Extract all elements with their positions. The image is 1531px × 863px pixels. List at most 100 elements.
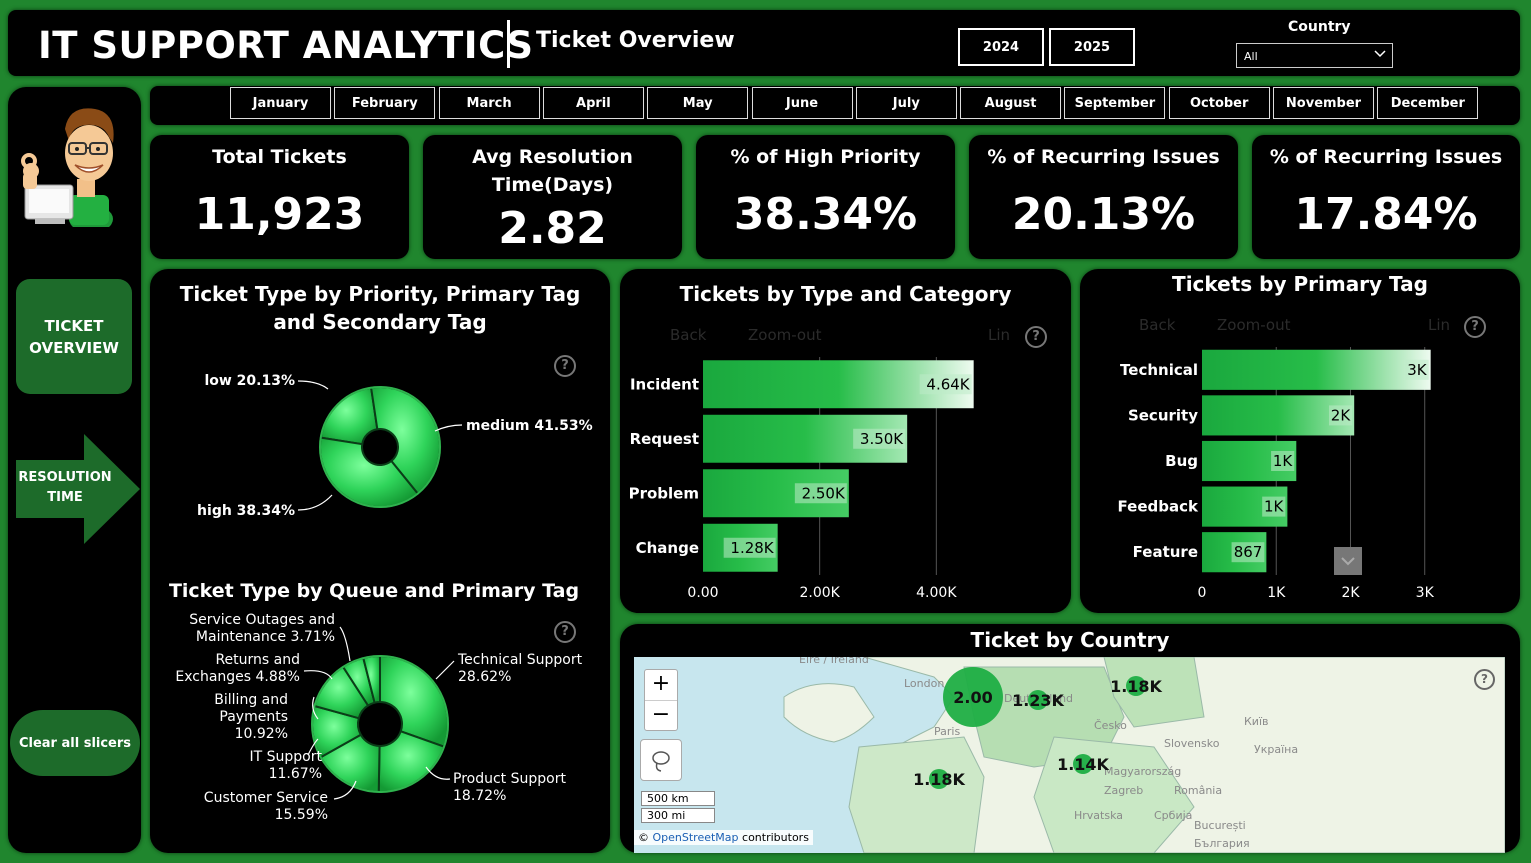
queue-donut-chart[interactable]: Technical Support 28.62% Product Support 18… — [150, 609, 610, 829]
zoom-out-button[interactable]: Zoom-out — [1217, 316, 1291, 334]
place-name: Hrvatska — [1074, 809, 1123, 822]
country-dropdown[interactable]: All — [1236, 43, 1393, 68]
category-label: Problem — [629, 484, 699, 502]
month-button[interactable]: August — [960, 87, 1062, 119]
drill-back-button[interactable]: Back — [1139, 316, 1176, 334]
drill-back-button[interactable]: Back — [670, 326, 707, 344]
lin-scale-button[interactable]: Lin — [988, 326, 1011, 344]
nav-resolution-time-label: RESOLUTION TIME — [18, 470, 112, 505]
openstreetmap-link[interactable]: OpenStreetMap — [652, 831, 739, 844]
clear-all-slicers-button[interactable]: Clear all slicers — [10, 710, 140, 776]
header-bar: IT SUPPORT ANALYTICS Ticket Overview 202… — [8, 10, 1520, 76]
lasso-icon — [652, 751, 670, 772]
kpi-title: % of Recurring Issues — [987, 146, 1220, 168]
kpi-card-total-tickets: Total Tickets 11,923 — [150, 135, 409, 259]
place-name: Paris — [934, 725, 960, 738]
lin-scale-button[interactable]: Lin — [1428, 316, 1451, 334]
place-name: Slovensko — [1164, 737, 1220, 750]
month-button[interactable]: December — [1377, 87, 1479, 119]
category-label: Incident — [630, 375, 699, 393]
month-button[interactable]: September — [1064, 87, 1166, 119]
leader-line — [303, 670, 333, 680]
data-label: 867 — [1234, 543, 1263, 561]
place-name: Éire / Ireland — [799, 657, 869, 666]
month-button[interactable]: March — [438, 87, 540, 119]
data-label: 3.50K — [860, 430, 904, 448]
zoom-out-map-button[interactable]: − — [651, 702, 671, 727]
leader-line — [312, 696, 319, 720]
nav-ticket-overview-button[interactable]: TICKET OVERVIEW — [16, 279, 132, 394]
data-label-bg — [919, 374, 972, 395]
slice-label: low 20.13% — [204, 373, 295, 389]
bubble-label: 1.18K — [913, 770, 965, 789]
zoom-out-button[interactable]: Zoom-out — [748, 326, 822, 344]
kpi-title: Total Tickets — [212, 146, 347, 168]
data-label-bg — [1262, 496, 1286, 517]
map-title: Ticket by Country — [970, 628, 1170, 652]
kpi-value: 17.84% — [1294, 189, 1478, 240]
help-icon[interactable]: ? — [1464, 316, 1486, 338]
x-tick-label: 4.00K — [916, 585, 957, 601]
country-selected-value: All — [1244, 50, 1258, 63]
year-2024-button[interactable]: 2024 — [958, 28, 1044, 66]
x-tick-label: 2K — [1341, 585, 1360, 601]
nav-resolution-time-button[interactable]: RESOLUTION TIME — [16, 434, 141, 544]
place-name: București — [1194, 819, 1246, 832]
map-scale-mi: 300 mi — [641, 808, 715, 823]
country-filter-label: Country — [1288, 19, 1351, 35]
place-name: Србија — [1154, 809, 1192, 822]
help-icon[interactable]: ? — [554, 355, 576, 377]
data-label: 3K — [1407, 361, 1428, 379]
month-button[interactable]: July — [855, 87, 957, 119]
month-button[interactable]: November — [1273, 87, 1374, 119]
place-name: London — [904, 677, 944, 690]
country-bubble[interactable] — [1073, 754, 1093, 774]
bar[interactable] — [1202, 349, 1431, 390]
queue-outline — [311, 655, 449, 793]
page-subtitle: Ticket Overview — [536, 28, 735, 53]
attribution-prefix: © — [638, 831, 649, 844]
queue-slice[interactable] — [379, 654, 449, 748]
country-bubble[interactable] — [1126, 676, 1146, 696]
year-2025-button[interactable]: 2025 — [1049, 28, 1135, 66]
queue-chart-title: Ticket Type by Queue and Primary Tag — [168, 580, 580, 602]
x-tick-label: 2.00K — [799, 585, 840, 601]
primary-tag-bar-chart[interactable]: 0 1K 2K 3K Technical 3K Security 2K Bug 1K Feedbac… — [1080, 269, 1520, 613]
month-button[interactable]: February — [334, 87, 436, 119]
priority-donut-chart[interactable]: low 20.13% medium 41.53% high 38.34% — [150, 359, 610, 539]
map-scale-km: 500 km — [641, 791, 715, 806]
lasso-select-button[interactable] — [640, 739, 682, 781]
type-category-bar-chart[interactable]: 0.00 2.00K 4.00K Incident 4.64K Request 3.50K P… — [620, 269, 1071, 613]
bar[interactable] — [1202, 395, 1355, 436]
month-button[interactable]: April — [542, 87, 644, 119]
data-label-bg — [723, 537, 776, 558]
x-tick-label: 0.00 — [687, 585, 718, 601]
x-tick-label: 1K — [1267, 585, 1286, 601]
country-bubble[interactable] — [943, 667, 1003, 727]
bubble-label: 1.18K — [1110, 677, 1162, 696]
month-button[interactable]: October — [1168, 87, 1270, 119]
poland-region — [1103, 657, 1205, 728]
help-icon[interactable]: ? — [1025, 326, 1047, 348]
month-button[interactable]: May — [647, 87, 749, 119]
place-name: България — [1194, 837, 1250, 850]
drill-down-button[interactable] — [1334, 547, 1362, 575]
priority-outline — [319, 386, 441, 508]
country-bubble[interactable] — [929, 769, 949, 789]
category-label: Feature — [1133, 543, 1198, 561]
leader-line — [434, 424, 463, 432]
zoom-in-button[interactable]: + — [645, 670, 677, 701]
month-button[interactable]: January — [230, 87, 331, 119]
leader-line — [339, 626, 351, 662]
help-icon[interactable]: ? — [1474, 669, 1495, 690]
country-map[interactable]: Éire / IrelandLondonDeutschlandČeskoPari… — [634, 657, 1505, 853]
country-bubble[interactable] — [1028, 690, 1048, 710]
kpi-value: 11,923 — [194, 189, 365, 240]
help-icon[interactable]: ? — [554, 621, 576, 643]
leader-line — [333, 780, 357, 800]
kpi-title: % of Recurring Issues — [1269, 146, 1503, 168]
month-button[interactable]: June — [751, 87, 853, 119]
category-label: Bug — [1165, 452, 1198, 470]
data-label: 1K — [1273, 452, 1294, 470]
data-label: 1K — [1264, 498, 1285, 516]
